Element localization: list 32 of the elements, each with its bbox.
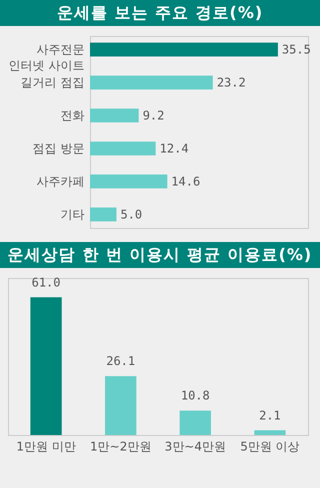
bar <box>90 142 156 156</box>
bar <box>254 430 286 435</box>
data-label: 12.4 <box>160 141 189 156</box>
data-label: 23.2 <box>216 76 246 90</box>
bar <box>105 376 136 435</box>
bar <box>90 174 168 188</box>
bar <box>90 208 116 222</box>
x-tick-label: 1만원 미만 <box>16 440 76 454</box>
data-label: 14.6 <box>171 174 200 188</box>
bar <box>90 76 213 90</box>
data-label: 10.8 <box>180 388 210 403</box>
data-label: 26.1 <box>106 354 136 368</box>
y-tick-label: 전화 <box>60 108 84 123</box>
y-tick-label: 점집 방문 <box>32 141 84 156</box>
bar <box>90 108 139 122</box>
data-label: 5.0 <box>120 207 142 222</box>
bar <box>180 410 211 435</box>
bar <box>90 42 278 56</box>
y-tick-label: 사주전문 인터넷 사이트 <box>8 42 84 73</box>
data-label: 2.1 <box>259 408 281 422</box>
chart-title: 운세상담 한 번 이용시 평균 이용료(%) <box>0 242 320 268</box>
data-label: 35.5 <box>282 42 311 57</box>
data-label: 9.2 <box>142 108 164 123</box>
x-tick-label: 1만~2만원 <box>90 440 152 454</box>
y-tick-label: 길거리 점집 <box>20 76 84 90</box>
data-label: 61.0 <box>32 275 61 290</box>
x-tick-label: 5만원 이상 <box>240 440 300 454</box>
bar <box>30 297 62 435</box>
x-tick-label: 3만~4만원 <box>164 440 226 454</box>
y-tick-label: 기타 <box>60 207 84 222</box>
chart-title: 운세를 보는 주요 경로(%) <box>0 0 320 26</box>
y-tick-label: 사주카페 <box>36 174 84 188</box>
